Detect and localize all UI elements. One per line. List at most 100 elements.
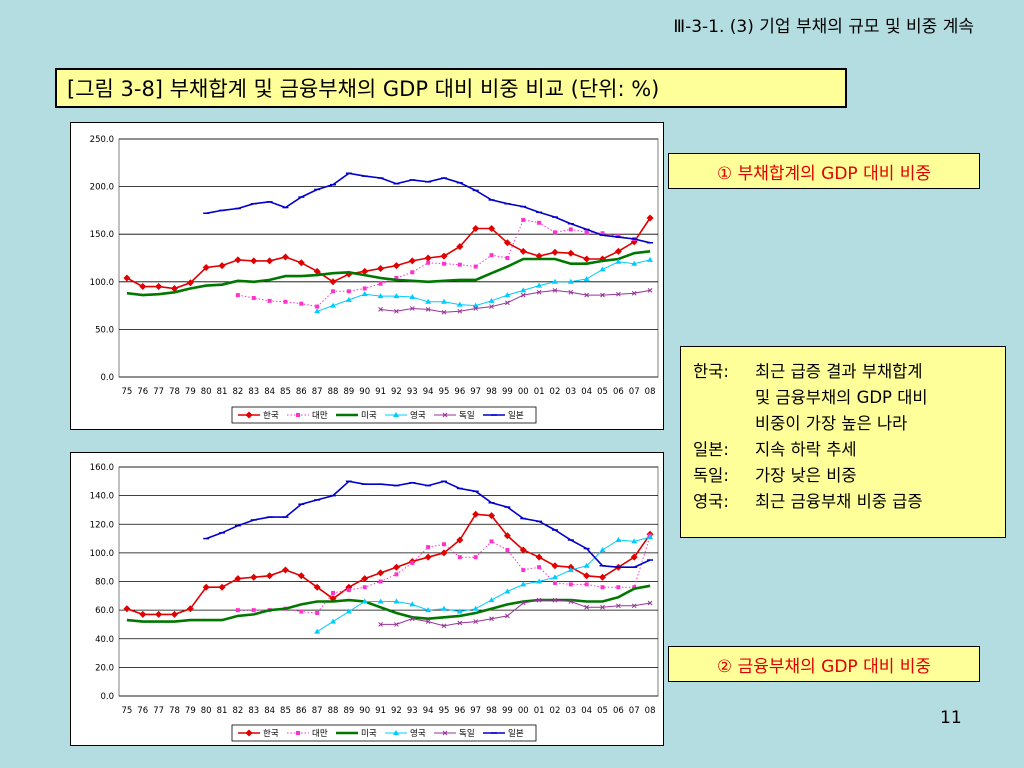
legend-box bbox=[231, 724, 537, 742]
data-point bbox=[472, 510, 480, 518]
legend-label: 영국 bbox=[410, 728, 426, 739]
data-point bbox=[234, 575, 242, 583]
data-point bbox=[313, 583, 321, 591]
data-point bbox=[646, 214, 654, 222]
x-tick-label: 07 bbox=[629, 706, 640, 716]
x-tick-label: 96 bbox=[454, 387, 465, 397]
data-point bbox=[394, 308, 399, 314]
x-tick-label: 03 bbox=[565, 387, 576, 397]
legend-label: 한국 bbox=[263, 411, 279, 421]
x-tick-label: 05 bbox=[597, 706, 608, 716]
data-point bbox=[521, 568, 526, 573]
data-point bbox=[456, 243, 464, 251]
data-point bbox=[489, 253, 494, 258]
y-tick-label: 80.0 bbox=[95, 578, 114, 588]
data-point bbox=[297, 259, 305, 267]
data-point bbox=[584, 582, 589, 587]
data-point bbox=[631, 603, 637, 609]
data-point bbox=[409, 616, 415, 622]
data-point bbox=[599, 547, 606, 553]
data-point bbox=[378, 622, 383, 627]
data-point bbox=[440, 252, 448, 260]
data-point bbox=[456, 608, 463, 614]
note-row: 및 금융부채의 GDP 대비 bbox=[693, 385, 1001, 411]
note-text: 지속 하락 추세 bbox=[755, 440, 857, 459]
data-point bbox=[551, 278, 558, 284]
data-point bbox=[440, 605, 447, 611]
data-point bbox=[567, 249, 575, 257]
data-point bbox=[519, 546, 527, 554]
data-point bbox=[615, 536, 622, 542]
data-point bbox=[583, 562, 590, 568]
data-point bbox=[123, 274, 131, 282]
data-point bbox=[552, 597, 558, 603]
data-point bbox=[139, 283, 147, 291]
data-point bbox=[296, 731, 300, 735]
data-point bbox=[551, 574, 558, 580]
x-tick-label: 88 bbox=[328, 387, 339, 397]
x-tick-label: 90 bbox=[359, 387, 370, 397]
x-tick-label: 06 bbox=[613, 706, 624, 716]
series-line bbox=[126, 217, 651, 290]
data-point bbox=[630, 553, 638, 561]
x-tick-label: 87 bbox=[312, 706, 323, 716]
data-point bbox=[536, 282, 543, 288]
data-point bbox=[521, 217, 526, 222]
legend-label: 독일 bbox=[459, 411, 475, 421]
data-point bbox=[567, 278, 574, 284]
data-point bbox=[296, 413, 300, 417]
note-key: 한국: bbox=[693, 362, 729, 381]
x-tick-label: 89 bbox=[343, 706, 354, 716]
data-point bbox=[361, 598, 368, 604]
x-tick-label: 00 bbox=[518, 706, 529, 716]
data-point bbox=[568, 582, 573, 587]
data-point bbox=[346, 588, 351, 593]
series-독일 bbox=[378, 288, 653, 315]
data-point bbox=[536, 578, 543, 584]
series-영국 bbox=[314, 256, 654, 314]
data-point bbox=[647, 600, 653, 606]
x-tick-label: 84 bbox=[264, 387, 275, 397]
x-tick-label: 88 bbox=[328, 706, 339, 716]
data-point bbox=[392, 563, 400, 571]
data-point bbox=[457, 308, 463, 314]
data-point bbox=[600, 231, 605, 236]
data-point bbox=[647, 288, 653, 293]
data-point bbox=[616, 234, 621, 239]
data-point bbox=[442, 730, 448, 736]
data-point bbox=[345, 296, 352, 302]
data-point bbox=[361, 575, 369, 583]
data-point bbox=[297, 572, 305, 580]
x-tick-label: 91 bbox=[375, 706, 386, 716]
y-tick-label: 20.0 bbox=[95, 663, 114, 673]
x-tick-label: 77 bbox=[153, 706, 164, 716]
x-tick-label: 05 bbox=[597, 387, 608, 397]
data-point bbox=[520, 600, 526, 606]
note-text: 가장 낮은 비중 bbox=[755, 466, 857, 485]
note-row: 일본: 지속 하락 추세 bbox=[693, 437, 1001, 463]
x-tick-label: 94 bbox=[423, 387, 434, 397]
data-point bbox=[393, 598, 400, 604]
data-point bbox=[362, 286, 367, 291]
x-tick-label: 81 bbox=[217, 706, 228, 716]
data-point bbox=[378, 579, 383, 584]
x-tick-label: 89 bbox=[343, 387, 354, 397]
x-tick-label: 84 bbox=[264, 706, 275, 716]
data-point bbox=[155, 610, 163, 618]
x-tick-label: 86 bbox=[296, 387, 307, 397]
x-tick-label: 08 bbox=[645, 387, 656, 397]
note-text: 및 금융부채의 GDP 대비 bbox=[755, 388, 928, 407]
x-tick-label: 75 bbox=[122, 387, 133, 397]
data-point bbox=[377, 293, 384, 299]
data-point bbox=[266, 572, 274, 580]
x-tick-label: 77 bbox=[153, 387, 164, 397]
data-point bbox=[505, 613, 510, 619]
data-point bbox=[331, 289, 336, 294]
data-point bbox=[313, 267, 321, 275]
data-point bbox=[250, 257, 258, 265]
x-tick-label: 02 bbox=[550, 387, 561, 397]
x-tick-label: 99 bbox=[502, 706, 513, 716]
data-point bbox=[202, 264, 210, 272]
data-point bbox=[361, 291, 368, 297]
x-tick-label: 80 bbox=[201, 387, 212, 397]
